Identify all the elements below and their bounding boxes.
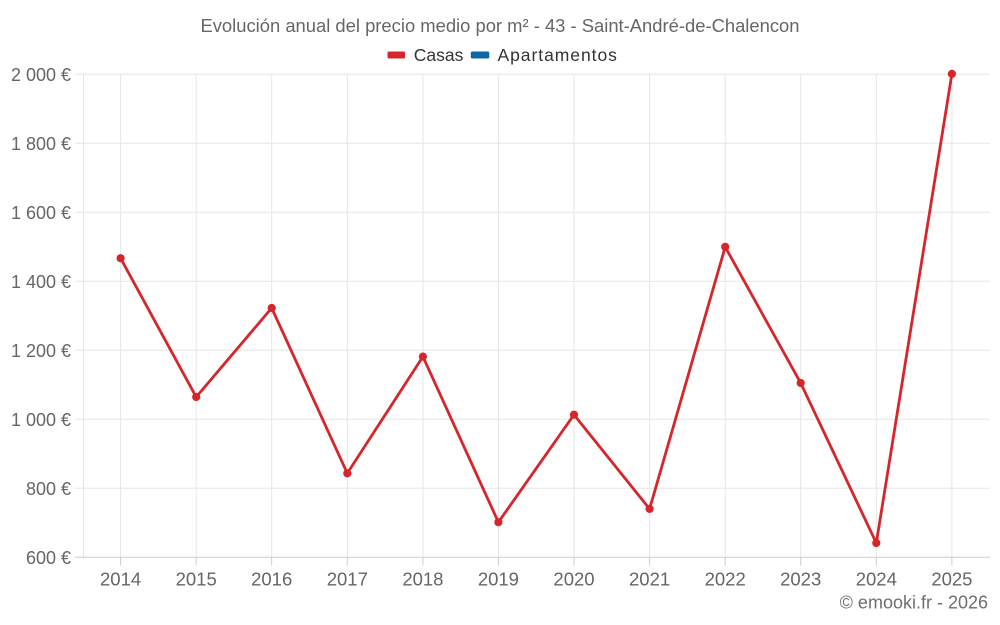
svg-text:2025: 2025: [931, 569, 972, 590]
svg-text:1 600 €: 1 600 €: [11, 203, 71, 223]
svg-text:2024: 2024: [856, 569, 897, 590]
svg-text:2014: 2014: [100, 569, 141, 590]
svg-text:2018: 2018: [402, 569, 443, 590]
svg-text:© emooki.fr - 2026: © emooki.fr - 2026: [840, 593, 988, 613]
svg-text:1 000 €: 1 000 €: [11, 410, 71, 430]
svg-text:2 000 €: 2 000 €: [11, 65, 71, 85]
svg-text:2020: 2020: [553, 569, 594, 590]
svg-text:1 800 €: 1 800 €: [11, 134, 71, 154]
svg-text:2015: 2015: [176, 569, 217, 590]
svg-text:2023: 2023: [780, 569, 821, 590]
svg-text:1 200 €: 1 200 €: [11, 341, 71, 361]
svg-text:800 €: 800 €: [26, 479, 71, 499]
svg-text:2016: 2016: [251, 569, 292, 590]
svg-text:2021: 2021: [629, 569, 670, 590]
svg-text:600 €: 600 €: [26, 548, 71, 568]
svg-text:2017: 2017: [327, 569, 368, 590]
svg-text:2019: 2019: [478, 569, 519, 590]
svg-text:1 400 €: 1 400 €: [11, 272, 71, 292]
svg-text:2022: 2022: [705, 569, 746, 590]
svg-text:Evolución anual del precio med: Evolución anual del precio medio por m² …: [200, 15, 799, 36]
svg-text:Casas: Casas: [414, 45, 464, 65]
svg-text:Apartamentos: Apartamentos: [498, 45, 618, 65]
